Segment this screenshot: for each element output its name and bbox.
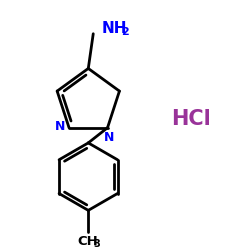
Text: 2: 2 [121,27,129,37]
Text: HCl: HCl [172,109,211,129]
Text: NH: NH [101,21,127,36]
Text: CH: CH [77,235,98,248]
Text: N: N [104,131,115,144]
Text: N: N [55,120,65,133]
Text: 3: 3 [94,239,100,249]
